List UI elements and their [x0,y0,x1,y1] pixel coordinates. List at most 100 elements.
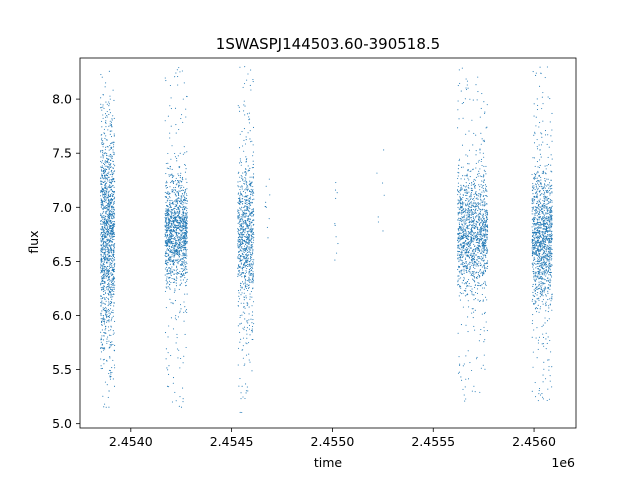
data-point [334,189,337,191]
data-point [243,104,245,106]
data-point [245,287,247,289]
data-point [472,217,475,219]
data-point [467,202,469,204]
data-point [102,271,104,273]
data-point [465,268,467,270]
data-point [107,396,109,398]
data-point [265,201,267,203]
data-point [459,82,461,84]
data-point [184,228,186,230]
data-point [184,219,186,221]
data-point [100,284,102,286]
data-point [245,221,247,223]
data-point [237,222,239,224]
data-point [184,310,187,312]
data-point [244,250,246,252]
data-point [176,252,179,254]
data-point [100,249,102,251]
data-point [101,188,103,190]
data-point [250,89,252,91]
data-point [473,271,475,273]
data-point [166,200,168,202]
data-point [103,280,105,283]
data-point [182,247,184,249]
data-point [245,392,247,394]
data-point [470,217,473,219]
data-point [474,232,477,234]
data-point [179,264,181,266]
data-point [171,226,173,228]
data-point [170,271,172,273]
data-point [486,104,488,106]
data-point [105,236,107,238]
data-point [469,176,471,178]
data-point [106,338,108,340]
data-point [240,175,242,177]
data-point [165,280,167,282]
data-point [462,210,464,212]
data-point [249,264,251,266]
data-point [167,352,169,354]
data-point [251,241,253,244]
data-point [169,298,171,300]
data-point [238,241,240,243]
data-point [253,323,255,325]
data-point [186,216,188,218]
data-point [250,244,252,246]
data-point [178,260,180,262]
data-point [184,236,186,239]
data-point [477,257,479,259]
data-point [461,263,463,265]
data-point [108,256,110,258]
data-point [180,197,182,199]
data-point [102,170,104,172]
data-point [467,331,469,333]
data-point [109,268,111,270]
data-point [174,188,176,191]
data-point [165,358,167,360]
data-point [461,229,463,231]
data-point [242,198,244,200]
data-point [244,209,246,211]
data-point [167,216,169,218]
data-point [242,259,244,261]
data-point [106,187,108,189]
data-point [243,255,245,257]
data-point [176,242,178,244]
data-point [166,256,168,258]
data-point [108,285,110,287]
data-point [481,219,484,221]
data-point [461,230,464,232]
data-point [244,177,246,179]
data-point [240,209,242,211]
data-point [458,240,460,242]
data-point [240,302,242,304]
data-point [105,191,107,193]
data-point [249,278,251,281]
data-point [468,279,470,281]
data-point [477,221,479,224]
data-point [239,133,241,135]
data-point [102,267,104,269]
data-point [103,349,105,351]
data-point [463,276,465,278]
data-point [170,252,172,254]
data-point [166,248,168,250]
data-point [334,224,336,227]
data-point [174,207,176,209]
data-point [110,325,112,327]
data-point [473,294,475,296]
data-point [482,223,484,225]
data-point [475,221,478,223]
data-point [102,395,104,397]
data-point [483,330,485,332]
data-point [484,111,486,113]
data-point [168,239,170,241]
data-point [251,326,254,328]
data-point [102,193,104,196]
data-point [110,326,112,328]
data-point [112,151,114,153]
data-point [249,243,251,245]
data-point [168,270,170,272]
